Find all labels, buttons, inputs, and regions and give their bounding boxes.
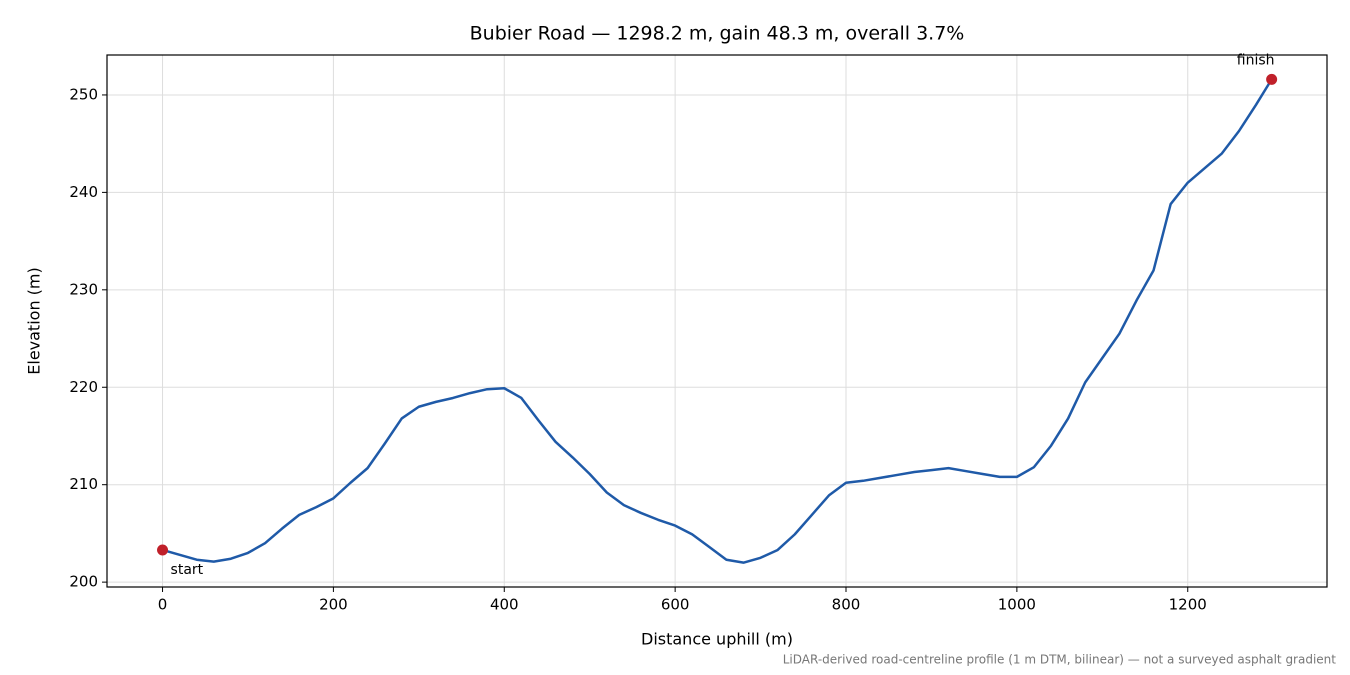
y-axis-label: Elevation (m) [25, 267, 44, 374]
endpoint-marker [157, 544, 169, 556]
plot-frame [106, 54, 1328, 588]
annotation: finish [1237, 52, 1275, 68]
x-tick-label: 0 [158, 596, 168, 614]
x-axis-label: Distance uphill (m) [641, 630, 793, 649]
endpoint-marker [1266, 73, 1278, 85]
x-tick-label: 400 [490, 596, 519, 614]
y-tick-label: 200 [69, 573, 98, 591]
x-tick-label: 600 [661, 596, 690, 614]
y-tick-label: 210 [69, 475, 98, 493]
annotation: start [171, 562, 204, 578]
x-tick-label: 1200 [1169, 596, 1207, 614]
y-tick-label: 240 [69, 183, 98, 201]
elevation-line [162, 78, 1273, 564]
x-tick-label: 800 [832, 596, 861, 614]
y-tick-label: 230 [69, 280, 98, 298]
chart-title: Bubier Road — 1298.2 m, gain 48.3 m, ove… [470, 23, 965, 45]
footnote: LiDAR-derived road-centreline profile (1… [783, 653, 1337, 667]
x-tick-label: 1000 [998, 596, 1036, 614]
x-tick-label: 200 [319, 596, 348, 614]
y-tick-label: 250 [69, 85, 98, 103]
y-tick-label: 220 [69, 378, 98, 396]
